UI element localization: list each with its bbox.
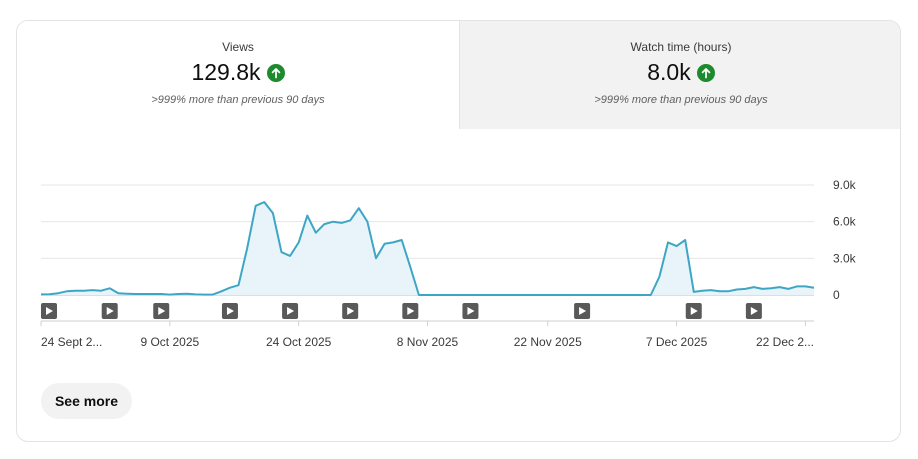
see-more-button[interactable]: See more bbox=[41, 383, 132, 419]
y-tick-label: 6.0k bbox=[833, 215, 857, 229]
video-marker-play-icon[interactable] bbox=[574, 303, 591, 319]
x-tick-label: 7 Dec 2025 bbox=[646, 335, 708, 349]
y-tick-label: 3.0k bbox=[833, 251, 857, 265]
video-marker-play-icon[interactable] bbox=[101, 303, 118, 319]
tab-watch-time[interactable]: Watch time (hours) 8.0k >999% more than … bbox=[459, 21, 900, 129]
arrow-up-icon bbox=[266, 63, 285, 82]
video-marker-play-icon[interactable] bbox=[462, 303, 479, 319]
video-marker-play-icon[interactable] bbox=[402, 303, 419, 319]
views-line bbox=[40, 201, 815, 296]
views-area bbox=[41, 202, 814, 295]
analytics-card: Views 129.8k >999% more than previous 90… bbox=[16, 20, 901, 442]
x-tick-label: 24 Oct 2025 bbox=[266, 335, 332, 349]
x-tick-label: 9 Oct 2025 bbox=[140, 335, 199, 349]
video-marker-play-icon[interactable] bbox=[282, 303, 299, 319]
video-marker-play-icon[interactable] bbox=[221, 303, 238, 319]
metric-value: 129.8k bbox=[191, 59, 261, 85]
metric-comparison: >999% more than previous 90 days bbox=[151, 94, 325, 106]
metric-title: Watch time (hours) bbox=[630, 40, 732, 54]
x-tick-label: 8 Nov 2025 bbox=[397, 335, 459, 349]
x-tick-label: 24 Sept 2... bbox=[41, 335, 102, 349]
metric-title: Views bbox=[222, 40, 254, 54]
x-tick-label: 22 Dec 2... bbox=[756, 335, 814, 349]
y-tick-label: 9.0k bbox=[833, 178, 857, 192]
tab-views[interactable]: Views 129.8k >999% more than previous 90… bbox=[17, 21, 459, 129]
x-tick-label: 22 Nov 2025 bbox=[514, 335, 582, 349]
metric-value: 8.0k bbox=[647, 59, 691, 85]
video-marker-play-icon[interactable] bbox=[745, 303, 762, 319]
arrow-up-icon bbox=[696, 63, 715, 82]
video-marker-play-icon[interactable] bbox=[41, 303, 57, 319]
metric-comparison: >999% more than previous 90 days bbox=[594, 94, 768, 106]
video-marker-play-icon[interactable] bbox=[342, 303, 359, 319]
video-marker-play-icon[interactable] bbox=[685, 303, 702, 319]
video-marker-play-icon[interactable] bbox=[153, 303, 170, 319]
y-tick-label: 0 bbox=[833, 288, 840, 302]
views-chart: 9.0k 6.0k 3.0k 0 24 Sept 2... 9 Oct 2025 24 Oc… bbox=[40, 178, 857, 349]
